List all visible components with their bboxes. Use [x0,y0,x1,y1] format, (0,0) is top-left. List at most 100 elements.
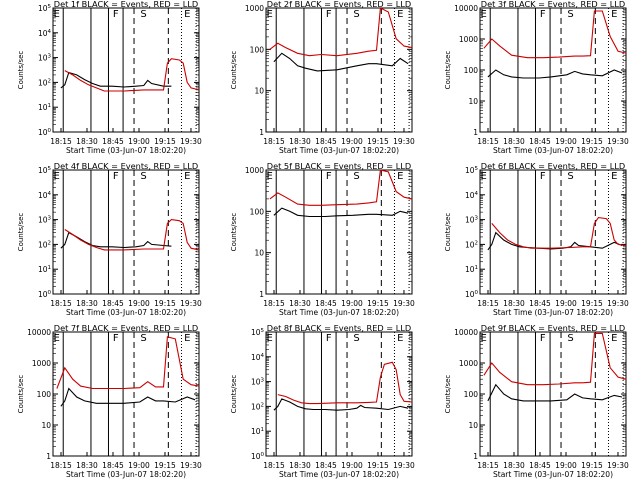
y-tick-label: 101 [251,427,264,436]
marker-letter: F [540,9,546,20]
y-tick-label: 100 [250,207,265,216]
y-tick-label: 102 [38,240,51,249]
marker-letter: E [53,9,59,20]
x-axis-label: Start Time (03-Jun-07 18:02:20) [493,146,613,155]
marker-letter: S [140,9,146,20]
y-tick-label: 104 [251,353,265,362]
x-tick-label: 19:00 [555,461,577,470]
plot-frame [265,7,413,133]
y-tick-label: 100 [464,66,479,75]
x-tick-label: 19:30 [180,299,202,308]
panel-det-2: Det 2f BLACK = Events, RED = LLD 1 10 100 10… [230,0,415,155]
y-tick-label: 103 [465,216,479,225]
marker-letter: E [611,171,617,182]
x-tick-label: 18:30 [76,137,98,146]
x-tick-label: 18:45 [102,137,124,146]
y-tick-label: 100 [465,290,479,299]
marker-letter: E [480,333,486,344]
x-tick-label: 19:00 [128,137,150,146]
x-tick-label: 18:30 [76,299,98,308]
x-tick-label: 19:30 [393,137,415,146]
series-line-lld [269,169,413,206]
y-tick-label: 100 [464,390,479,399]
x-tick-label: 18:30 [289,299,311,308]
x-tick-label: 18:45 [529,299,551,308]
x-tick-label: 18:15 [477,461,499,470]
marker-letter: E [397,333,403,344]
x-tick-label: 18:30 [503,137,525,146]
x-tick-label: 18:30 [503,299,525,308]
panel-title: Det 3f BLACK = Events, RED = LLD [481,0,625,9]
series-line-events [273,398,409,411]
y-tick-label: 100 [37,390,52,399]
y-tick-label: 10 [468,97,478,106]
x-tick-label: 19:30 [607,299,629,308]
x-tick-label: 19:15 [154,137,176,146]
x-tick-label: 19:30 [393,461,415,470]
panel-title: Det 5f BLACK = Events, RED = LLD [267,161,411,171]
marker-letter: S [567,9,573,20]
series-line-events [60,71,172,89]
panel-det-3: Det 3f BLACK = Events, RED = LLD 1 10 100 10… [444,0,629,155]
y-tick-label: 1000 [32,359,51,368]
marker-letter: E [397,171,403,182]
panel-det-6: Det 6f BLACK = Events, RED = LLD 100 101 10… [444,161,629,317]
x-tick-label: 19:30 [607,461,629,470]
y-tick-label: 1000 [459,35,478,44]
y-axis-label: Counts/sec [17,375,25,414]
y-axis-label: Counts/sec [17,213,25,252]
series-line-lld [269,7,413,57]
x-tick-label: 19:15 [581,137,603,146]
x-tick-label: 18:45 [315,137,337,146]
series-line-events [487,69,623,79]
x-tick-label: 18:45 [315,299,337,308]
panel-title: Det 8f BLACK = Events, RED = LLD [267,323,411,333]
y-tick-label: 100 [250,45,265,54]
y-tick-label: 10 [41,421,51,430]
marker-letter: E [611,9,617,20]
x-tick-label: 18:45 [529,137,551,146]
y-axis-label: Counts/sec [444,375,452,414]
x-tick-label: 18:15 [50,461,72,470]
marker-letter: S [567,333,573,344]
y-tick-label: 104 [465,191,479,200]
series-line-events [273,207,409,218]
y-tick-label: 100 [38,128,52,137]
x-tick-label: 18:15 [263,461,285,470]
panel-title: Det 9f BLACK = Events, RED = LLD [481,323,625,333]
marker-letter: E [184,333,190,344]
plot-frame [479,169,627,295]
x-tick-label: 19:30 [393,299,415,308]
marker-letter: E [480,171,486,182]
x-tick-label: 18:45 [102,299,124,308]
y-tick-label: 10 [254,87,264,96]
x-axis-label: Start Time (03-Jun-07 18:02:20) [279,470,399,479]
marker-letter: S [567,171,573,182]
series-line-lld [64,58,200,92]
x-tick-label: 19:00 [128,299,150,308]
panel-det-4: Det 4f BLACK = Events, RED = LLD 100 101 10… [17,161,202,317]
plot-frame [52,7,200,133]
series-line-events [60,387,196,407]
series-line-lld [483,10,627,59]
y-tick-label: 105 [251,328,265,337]
marker-letter: E [611,333,617,344]
x-axis-label: Start Time (03-Jun-07 18:02:20) [279,146,399,155]
x-tick-label: 18:30 [503,461,525,470]
y-tick-label: 104 [38,191,52,200]
marker-letter: F [326,333,332,344]
y-tick-label: 103 [38,54,52,63]
y-tick-label: 10 [254,249,264,258]
y-tick-label: 102 [251,402,264,411]
y-tick-label: 1000 [245,4,264,13]
x-tick-label: 18:15 [477,137,499,146]
x-tick-label: 19:15 [154,299,176,308]
marker-letter: S [140,333,146,344]
x-tick-label: 18:15 [50,299,72,308]
y-tick-label: 100 [38,290,52,299]
y-tick-label: 1 [259,290,264,299]
marker-letter: E [266,171,272,182]
x-tick-label: 19:30 [180,461,202,470]
panel-det-7: Det 7f BLACK = Events, RED = LLD 1 10 100 10… [17,323,202,479]
x-axis-label: Start Time (03-Jun-07 18:02:20) [66,146,186,155]
